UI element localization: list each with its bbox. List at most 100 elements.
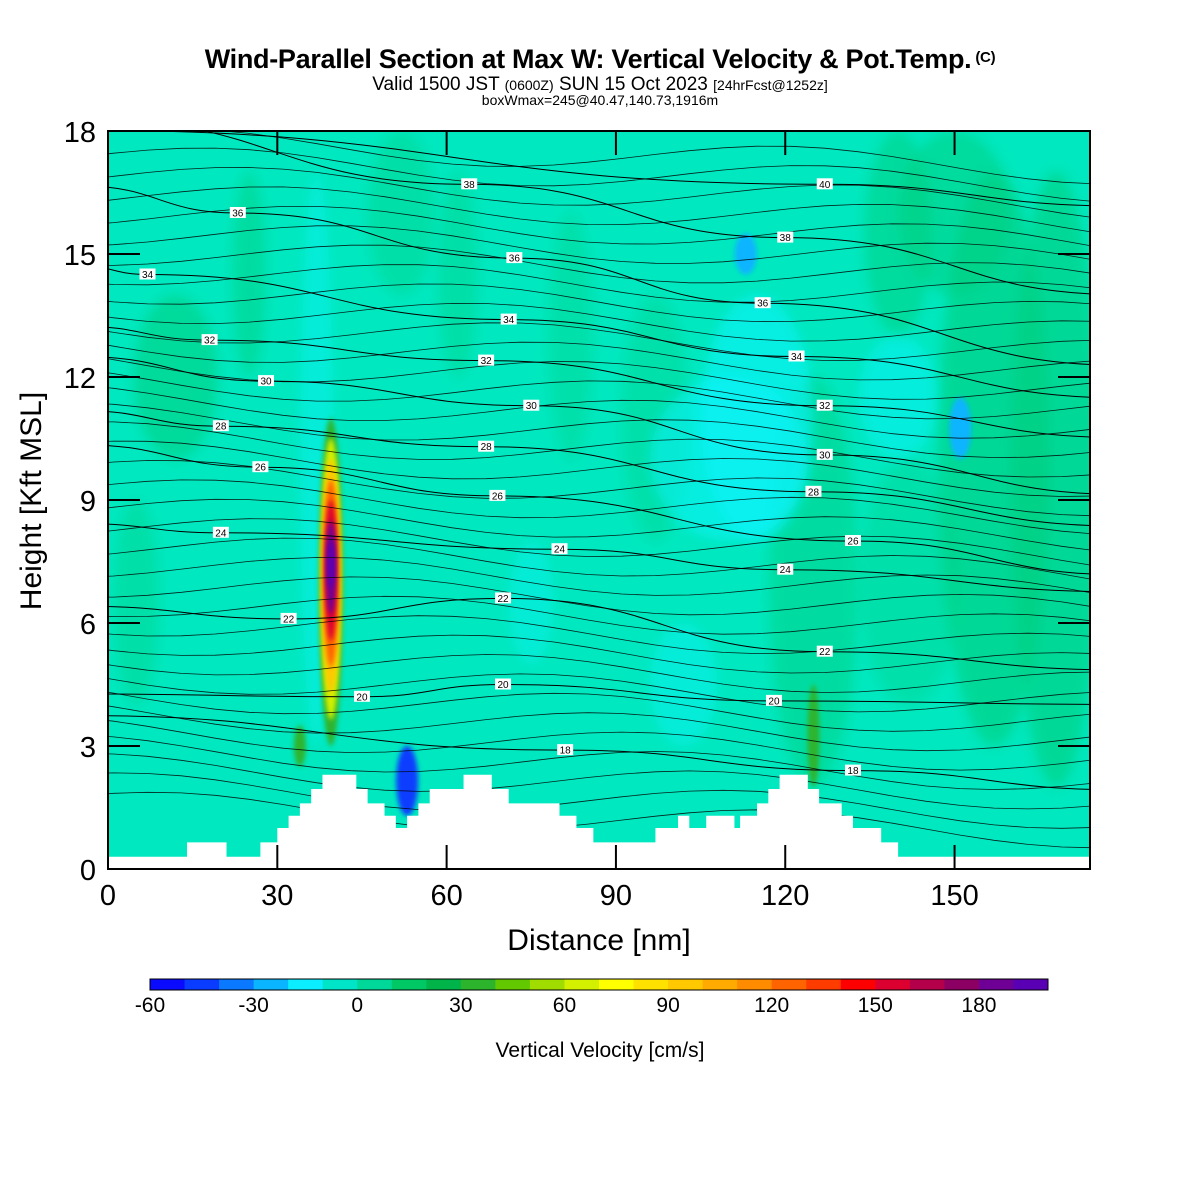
contour-label-box bbox=[495, 678, 512, 690]
colorbar-swatch bbox=[184, 979, 220, 990]
colorbar-tick-label: 0 bbox=[351, 994, 363, 1017]
colorbar-label: Vertical Velocity [cm/s] bbox=[496, 1039, 705, 1062]
theta-contour-26 bbox=[108, 445, 1090, 575]
contour-label: 26 bbox=[255, 463, 267, 474]
theta-contour-minor bbox=[108, 147, 1090, 202]
colorbar-tick-label: 120 bbox=[754, 994, 789, 1017]
valid-time: Valid 1500 JST bbox=[372, 74, 500, 95]
theta-contour-minor bbox=[108, 576, 1090, 616]
colorbar-swatch bbox=[219, 979, 255, 990]
contour-label-box bbox=[844, 764, 861, 776]
theta-contour-38 bbox=[202, 131, 1090, 295]
theta-contour-20 bbox=[108, 683, 1090, 705]
theta-contour-minor bbox=[108, 736, 1090, 790]
theta-contour-minor bbox=[108, 705, 1090, 752]
colorbar-swatch bbox=[150, 979, 186, 990]
contour-label-box bbox=[461, 178, 478, 190]
y-axis-label: Height [Kft MSL] bbox=[15, 392, 48, 610]
contour-label-box bbox=[816, 399, 833, 411]
downdraft-feature bbox=[949, 397, 972, 459]
updraft-streak bbox=[232, 172, 266, 377]
theta-contour-minor bbox=[108, 403, 1090, 459]
contour-label: 28 bbox=[481, 442, 493, 453]
colorbar-swatch bbox=[253, 979, 289, 990]
theta-contour-minor bbox=[108, 753, 1090, 810]
contour-label-box bbox=[229, 207, 246, 218]
forecast-info: [24hrFcst@1252z] bbox=[713, 77, 828, 93]
contour-label: 36 bbox=[232, 209, 244, 220]
contour-label-box bbox=[816, 178, 833, 190]
theta-contour-minor bbox=[108, 244, 1090, 284]
y-tick-label: 12 bbox=[64, 363, 96, 395]
contour-label-box bbox=[252, 461, 269, 473]
contour-label-box bbox=[816, 448, 833, 460]
contour-label: 20 bbox=[356, 692, 368, 703]
colorbar-swatch bbox=[978, 979, 1014, 990]
theta-contour-minor bbox=[108, 264, 1090, 303]
x-axis-label: Distance [nm] bbox=[507, 924, 690, 957]
theta-contour-minor bbox=[108, 322, 1090, 361]
theta-contour-minor bbox=[108, 283, 1090, 323]
y-tick-label: 9 bbox=[80, 486, 96, 518]
contour-label-box bbox=[478, 440, 495, 452]
chart-title-text: Wind-Parallel Section at Max W: Vertical… bbox=[204, 44, 972, 74]
contour-label-box bbox=[506, 252, 523, 264]
updraft-streak bbox=[367, 131, 436, 295]
theta-contour-minor bbox=[108, 720, 1090, 771]
contour-label-box bbox=[765, 694, 782, 706]
terrain-mask bbox=[108, 774, 1090, 869]
contour-label: 36 bbox=[509, 254, 521, 265]
colorbar-swatch bbox=[702, 979, 738, 990]
downdraft-feature bbox=[734, 233, 757, 275]
contour-label: 30 bbox=[819, 450, 831, 461]
colorbar-swatch bbox=[529, 979, 565, 990]
x-tick-label: 120 bbox=[761, 880, 809, 912]
theta-contour-34 bbox=[108, 268, 1090, 398]
colorbar-swatch bbox=[322, 979, 358, 990]
colorbar-swatch bbox=[391, 979, 427, 990]
chart-subtitle: Valid 1500 JST (0600Z) SUN 15 Oct 2023 [… bbox=[0, 74, 1200, 96]
theta-contour-40 bbox=[125, 131, 1090, 207]
colorbar-swatch bbox=[460, 979, 496, 990]
contour-label: 38 bbox=[464, 180, 476, 191]
colorbar-swatch bbox=[599, 979, 635, 990]
contour-label-box bbox=[212, 420, 229, 432]
downdraft-streak bbox=[650, 377, 808, 541]
theta-contour-minor bbox=[108, 557, 1090, 596]
contour-label-box bbox=[788, 350, 805, 362]
x-tick-label: 90 bbox=[600, 880, 632, 912]
chart-title: Wind-Parallel Section at Max W: Vertical… bbox=[0, 44, 1200, 75]
contour-labels: 18 18 20 20 20 22 22 22 24 24 24 26 26 26 28 28 28 30 30 30… bbox=[139, 178, 861, 777]
updraft-streak bbox=[898, 131, 1011, 295]
x-tick-label: 0 bbox=[100, 880, 116, 912]
updraft-feature bbox=[293, 725, 306, 767]
theta-contour-24 bbox=[108, 523, 1090, 592]
contour-label-box bbox=[805, 485, 822, 497]
theta-contour-minor bbox=[108, 186, 1090, 233]
contour-label-box bbox=[500, 313, 517, 325]
y-tick-label: 3 bbox=[80, 732, 96, 764]
contour-label: 24 bbox=[554, 545, 566, 556]
contour-label: 34 bbox=[142, 270, 154, 281]
y-tick-label: 0 bbox=[80, 855, 96, 887]
colorbar-swatch bbox=[806, 979, 842, 990]
colorbar-swatch bbox=[840, 979, 876, 990]
contour-label-box bbox=[353, 690, 370, 702]
x-tick-label: 150 bbox=[930, 880, 978, 912]
contour-label: 22 bbox=[283, 614, 295, 625]
theta-contour-minor bbox=[108, 479, 1090, 535]
contour-label: 20 bbox=[768, 696, 780, 707]
colorbar: -60 -30 0 30 60 90 120 150 180 bbox=[135, 978, 1049, 1017]
contour-label-box bbox=[478, 354, 495, 366]
theta-contour-minor bbox=[108, 498, 1090, 551]
theta-contour-minor bbox=[108, 131, 1090, 185]
contour-label-box bbox=[777, 231, 794, 243]
contour-label: 38 bbox=[780, 233, 792, 244]
colorbar-tick-label: 30 bbox=[449, 994, 472, 1017]
contour-label: 28 bbox=[808, 487, 820, 498]
theta-contour-minor bbox=[108, 302, 1090, 342]
colorbar-tick-label: 60 bbox=[553, 994, 576, 1017]
colorbar-swatch bbox=[564, 979, 600, 990]
contour-label: 22 bbox=[819, 647, 831, 658]
